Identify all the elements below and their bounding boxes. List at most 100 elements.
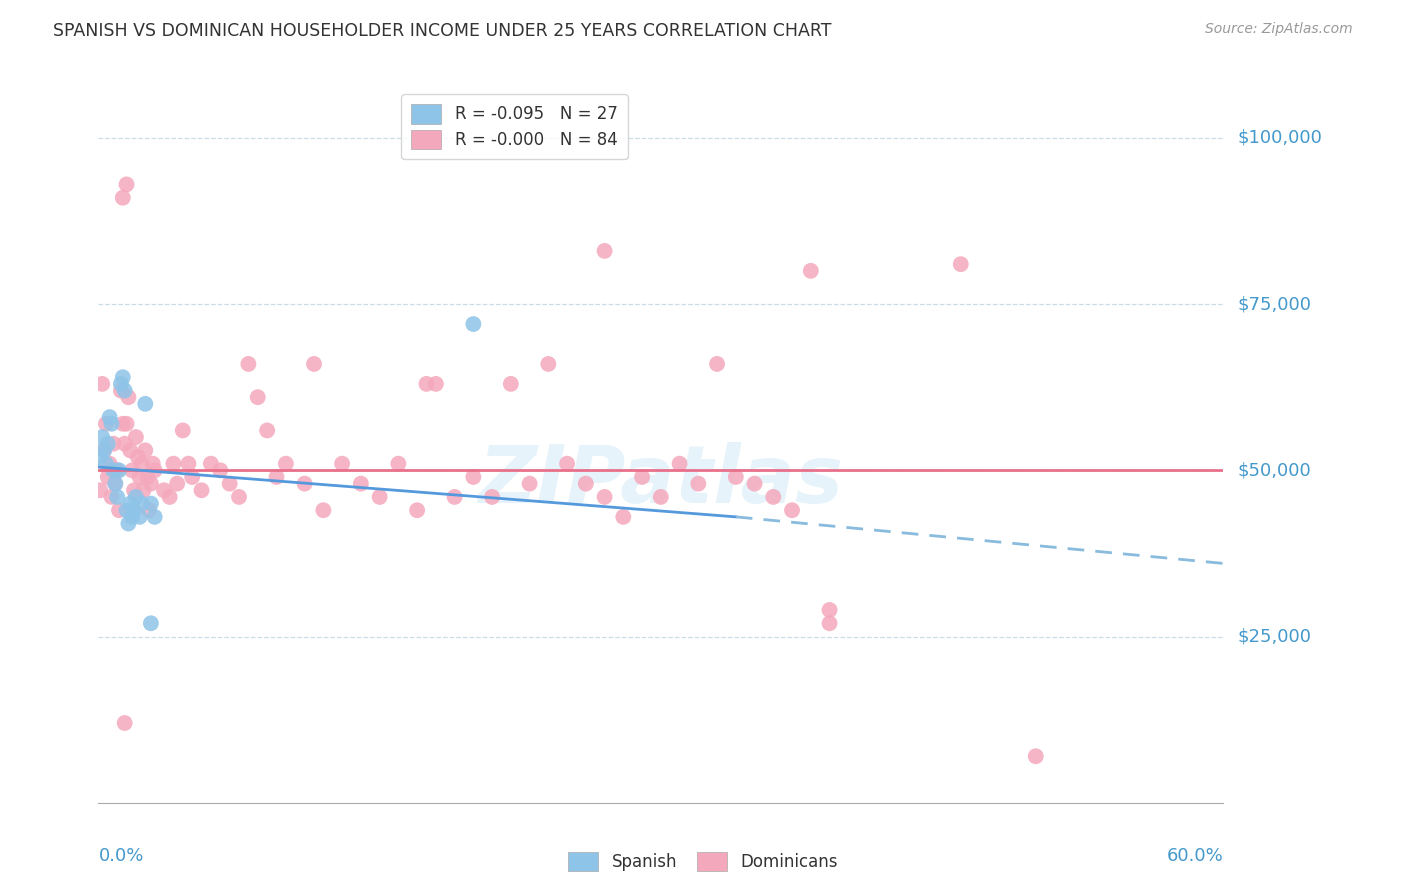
Point [256, 424, 278, 438]
Point [463, 317, 485, 331]
Point [143, 463, 166, 477]
Point [762, 490, 785, 504]
Point [481, 490, 503, 504]
Legend: Spanish, Dominicans: Spanish, Dominicans [560, 843, 846, 880]
Point [97, 436, 120, 450]
Point [94, 457, 117, 471]
Point [200, 457, 222, 471]
Point [181, 470, 204, 484]
Point [104, 476, 127, 491]
Point [100, 490, 122, 504]
Point [93, 443, 115, 458]
Point [706, 357, 728, 371]
Text: 0.0%: 0.0% [98, 847, 143, 864]
Point [89, 450, 111, 464]
Point [238, 357, 260, 371]
Point [368, 490, 391, 504]
Point [688, 476, 710, 491]
Point [612, 509, 634, 524]
Point [800, 264, 823, 278]
Point [115, 417, 138, 431]
Point [724, 470, 747, 484]
Point [142, 457, 165, 471]
Point [1025, 749, 1047, 764]
Legend: R = -0.095   N = 27, R = -0.000   N = 84: R = -0.095 N = 27, R = -0.000 N = 84 [402, 95, 627, 160]
Point [166, 476, 188, 491]
Point [294, 476, 316, 491]
Point [246, 390, 269, 404]
Point [121, 463, 143, 477]
Point [114, 436, 136, 450]
Point [97, 470, 120, 484]
Point [125, 490, 148, 504]
Point [555, 457, 578, 471]
Point [575, 476, 598, 491]
Point [122, 503, 145, 517]
Point [143, 509, 166, 524]
Point [108, 463, 131, 477]
Point [125, 430, 148, 444]
Point [159, 490, 181, 504]
Text: $100,000: $100,000 [1237, 128, 1322, 147]
Point [443, 490, 465, 504]
Point [162, 457, 184, 471]
Point [818, 616, 841, 631]
Point [105, 463, 128, 477]
Point [668, 457, 690, 471]
Text: SPANISH VS DOMINICAN HOUSEHOLDER INCOME UNDER 25 YEARS CORRELATION CHART: SPANISH VS DOMINICAN HOUSEHOLDER INCOME … [53, 22, 832, 40]
Point [266, 470, 288, 484]
Point [128, 509, 150, 524]
Point [387, 457, 409, 471]
Point [117, 516, 139, 531]
Point [98, 457, 121, 471]
Point [209, 463, 232, 477]
Point [98, 410, 121, 425]
Point [110, 384, 132, 398]
Text: ZIPatlas: ZIPatlas [478, 442, 844, 520]
Point [122, 483, 145, 498]
Point [593, 490, 616, 504]
Point [949, 257, 972, 271]
Point [91, 376, 114, 391]
Point [121, 509, 143, 524]
Point [744, 476, 766, 491]
Point [131, 497, 153, 511]
Point [132, 483, 155, 498]
Point [350, 476, 373, 491]
Point [138, 503, 160, 517]
Point [593, 244, 616, 258]
Point [172, 424, 194, 438]
Point [127, 450, 149, 464]
Point [111, 417, 134, 431]
Point [105, 490, 128, 504]
Point [115, 503, 138, 517]
Point [103, 436, 125, 450]
Text: $50,000: $50,000 [1237, 461, 1310, 479]
Point [153, 483, 176, 498]
Point [136, 470, 159, 484]
Point [139, 616, 162, 631]
Point [177, 457, 200, 471]
Point [134, 443, 156, 458]
Point [100, 417, 122, 431]
Point [131, 457, 153, 471]
Point [818, 603, 841, 617]
Point [537, 357, 560, 371]
Point [415, 376, 437, 391]
Point [330, 457, 353, 471]
Point [406, 503, 429, 517]
Point [218, 476, 240, 491]
Point [780, 503, 803, 517]
Point [117, 390, 139, 404]
Point [94, 417, 117, 431]
Text: 60.0%: 60.0% [1167, 847, 1223, 864]
Point [128, 470, 150, 484]
Point [120, 497, 142, 511]
Point [103, 463, 125, 477]
Point [190, 483, 212, 498]
Point [114, 716, 136, 731]
Point [134, 397, 156, 411]
Point [312, 503, 335, 517]
Point [89, 483, 111, 498]
Point [139, 476, 162, 491]
